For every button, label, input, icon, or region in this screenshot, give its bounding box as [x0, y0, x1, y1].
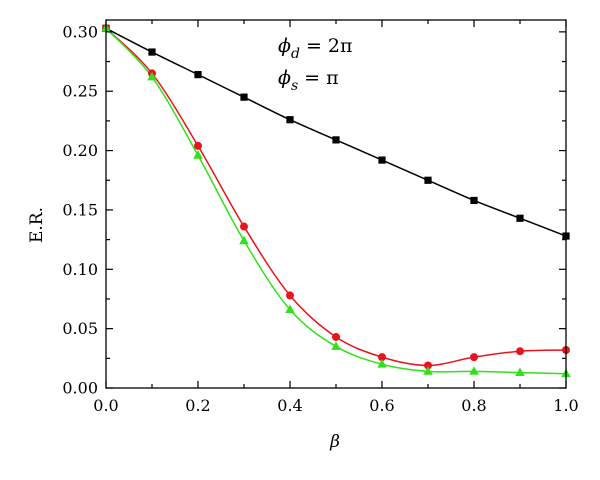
data-point-circle — [286, 291, 294, 300]
series-line-circle — [105, 27, 567, 367]
data-point-square — [332, 136, 340, 144]
y-tick-label: 0.20 — [62, 141, 98, 160]
data-point-circle — [240, 222, 248, 231]
annotation-layer: ϕd = 2π ϕs = π — [278, 35, 353, 94]
series-line-triangle — [105, 27, 567, 375]
y-axis-label: E.R. — [27, 207, 47, 243]
series-layer — [101, 23, 571, 378]
data-point-square — [424, 176, 432, 184]
x-tick-label: 1.0 — [553, 396, 578, 415]
data-point-square — [516, 214, 524, 222]
annotation-s: ϕs = π — [278, 67, 339, 94]
data-point-triangle — [285, 304, 295, 314]
data-point-square — [194, 71, 202, 79]
x-tick-label: 0.2 — [185, 396, 210, 415]
data-point-circle — [516, 347, 524, 356]
data-point-triangle — [239, 235, 249, 245]
data-point-circle — [378, 353, 386, 362]
y-tick-label: 0.00 — [62, 379, 98, 398]
data-point-triangle — [147, 71, 157, 81]
y-tick-label: 0.25 — [62, 82, 98, 101]
data-point-circle — [194, 141, 202, 150]
x-tick-label: 0.8 — [461, 396, 486, 415]
data-point-triangle — [423, 366, 433, 375]
data-point-square — [378, 156, 386, 164]
x-axis-label: β — [329, 432, 340, 452]
data-point-circle — [470, 353, 478, 362]
data-point-square — [286, 116, 294, 124]
y-tick-label: 0.05 — [62, 319, 98, 338]
y-tick-label: 0.10 — [62, 260, 98, 279]
data-point-square — [470, 196, 478, 205]
data-point-square — [240, 93, 248, 101]
data-point-triangle — [469, 366, 479, 375]
data-point-square — [148, 48, 156, 56]
x-tick-label: 0.0 — [93, 396, 118, 415]
x-tick-label: 0.6 — [369, 396, 394, 415]
data-point-circle — [424, 361, 432, 370]
data-point-triangle — [331, 341, 341, 350]
data-point-circle — [332, 332, 340, 341]
series-line-square — [105, 27, 567, 237]
ticks-layer: 0.0 0.2 0.4 0.6 0.8 1.0 0.00 0.05 0.10 0.15 0.20 0.… — [62, 20, 579, 415]
data-point-triangle — [515, 367, 525, 376]
x-tick-label: 0.4 — [277, 396, 302, 415]
y-tick-label: 0.15 — [62, 200, 98, 219]
data-point-triangle — [377, 359, 387, 368]
y-tick-label: 0.30 — [62, 22, 98, 41]
data-point-triangle — [193, 150, 203, 159]
annotation-d: ϕd = 2π — [278, 35, 353, 62]
